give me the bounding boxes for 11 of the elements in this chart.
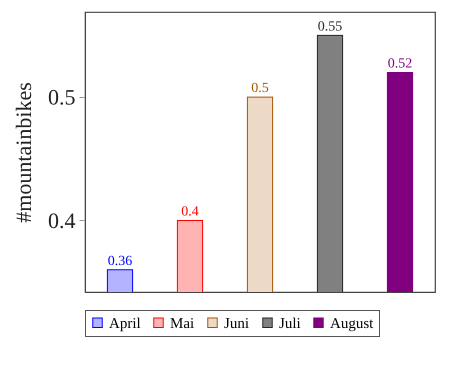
y-axis-title: #mountainbikes xyxy=(11,82,36,223)
legend-label: Juni xyxy=(224,316,250,332)
data-label: 0.5 xyxy=(251,81,269,96)
legend-label: Juli xyxy=(279,316,301,332)
data-label: 0.4 xyxy=(181,204,199,220)
legend-label: April xyxy=(109,316,141,332)
data-label: 0.36 xyxy=(108,254,132,269)
data-label: 0.55 xyxy=(318,19,342,34)
data-label: 0.52 xyxy=(388,56,412,72)
legend-label: Mai xyxy=(170,316,194,332)
legend-label: August xyxy=(330,316,374,332)
